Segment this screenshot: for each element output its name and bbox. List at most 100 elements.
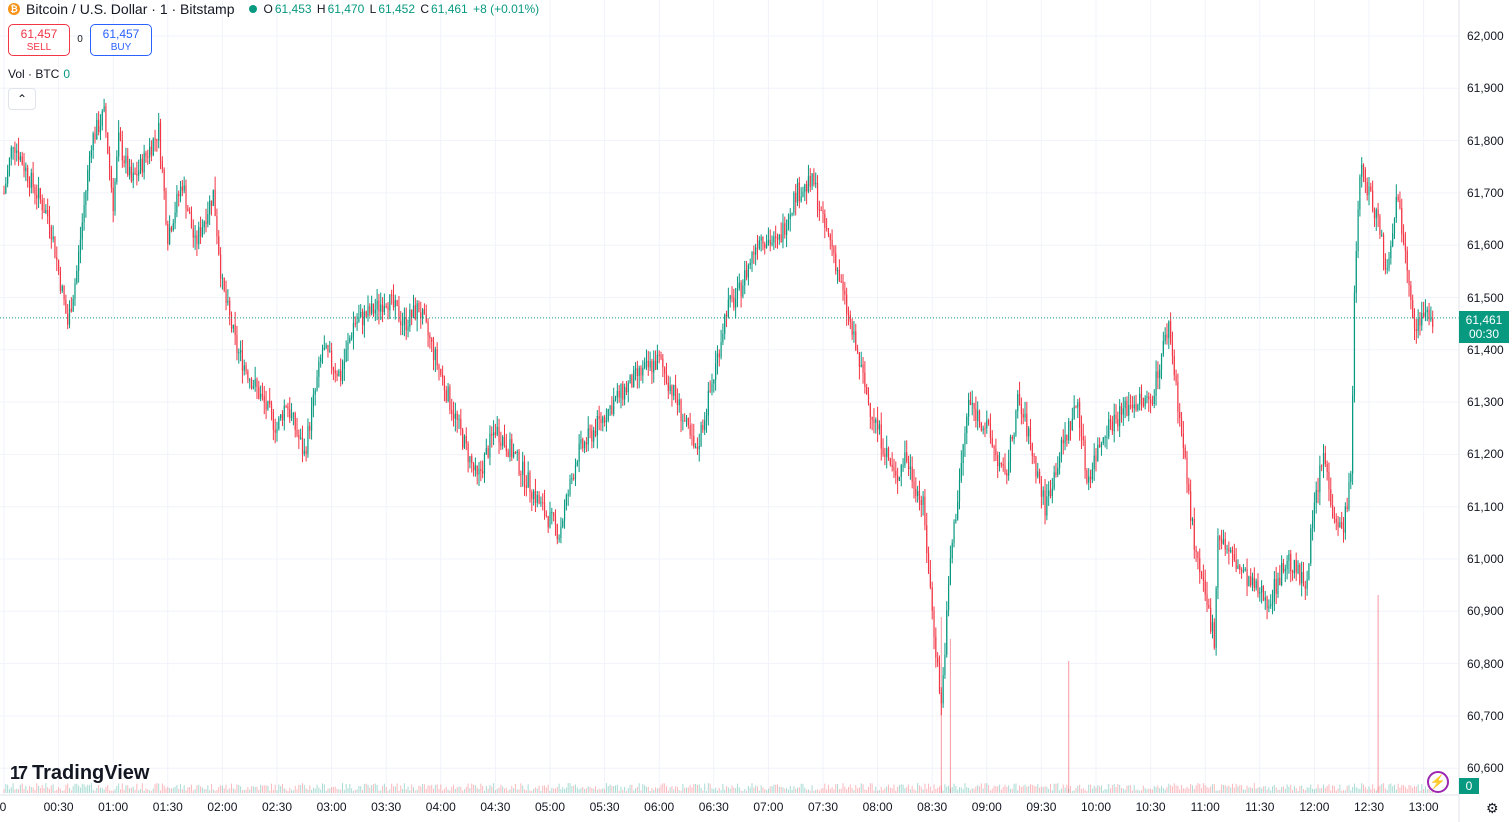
candle-body	[1159, 369, 1161, 378]
candle-body	[713, 379, 715, 384]
candle-body	[971, 402, 973, 405]
volume-bar	[489, 785, 491, 793]
candle-body	[1279, 577, 1281, 586]
volume-bar	[265, 785, 267, 793]
candle-body	[782, 223, 784, 243]
lightning-icon[interactable]: ⚡	[1427, 771, 1449, 793]
volume-bar	[667, 790, 669, 793]
time-axis-label: 03:30	[371, 800, 402, 814]
candle-body	[844, 290, 846, 295]
candle-body	[99, 125, 102, 133]
candle-body	[1419, 318, 1421, 326]
volume-bar	[811, 785, 813, 793]
candle-body	[432, 341, 435, 360]
candle-body	[1049, 490, 1052, 497]
candle-body	[301, 437, 304, 454]
candle-body	[917, 491, 919, 496]
candle-body	[722, 333, 724, 343]
gear-icon[interactable]: ⚙	[1486, 800, 1499, 816]
volume-bar	[733, 787, 735, 793]
candle-body	[1337, 522, 1339, 528]
candle-body	[1321, 465, 1323, 467]
candle-body	[45, 209, 47, 213]
candle-body	[502, 436, 504, 447]
candle-body	[846, 294, 848, 314]
volume-bar	[1421, 784, 1423, 793]
volume-bar	[247, 787, 249, 793]
volume-bar	[585, 788, 587, 793]
sell-button[interactable]: 61,457 SELL	[8, 24, 70, 56]
volume-bar	[312, 787, 314, 793]
volume-bar	[311, 789, 313, 793]
candle-body	[258, 387, 260, 399]
volume-bar	[363, 783, 365, 793]
candle-body	[16, 150, 18, 153]
volume-bar	[336, 788, 338, 793]
volume-bar	[134, 789, 136, 793]
candle-body	[256, 379, 258, 388]
candle-body	[673, 385, 675, 396]
volume-bar	[132, 786, 134, 793]
candle-body	[804, 184, 806, 192]
volume-bar	[636, 786, 638, 793]
volume-bar	[589, 787, 591, 793]
candle-body	[58, 260, 60, 272]
candle-body	[458, 418, 460, 420]
candle-body	[864, 372, 866, 387]
candle-body	[1315, 490, 1317, 503]
candle-body	[340, 370, 342, 381]
collapse-legend-button[interactable]: ⌃	[8, 88, 36, 110]
volume-bar	[507, 790, 509, 793]
volume-bar	[434, 784, 436, 793]
candle-body	[381, 304, 384, 313]
volume-bar	[746, 790, 748, 793]
candle-body	[649, 361, 651, 368]
candle-body	[634, 368, 637, 371]
symbol-title[interactable]: Bitcoin / U.S. Dollar · 1 · Bitstamp	[26, 1, 235, 17]
candle-body	[396, 300, 398, 306]
volume-bar	[928, 783, 930, 793]
volume-bar	[886, 786, 888, 793]
volume-bar	[32, 787, 34, 793]
time-axis-label: 09:30	[1026, 800, 1057, 814]
volume-bar	[52, 784, 54, 793]
time-axis-label: 01:00	[98, 800, 129, 814]
volume-bar	[352, 790, 354, 793]
volume-bar	[8, 789, 10, 793]
volume-bar	[898, 785, 900, 793]
candle-body	[143, 152, 145, 173]
candle-body	[276, 428, 278, 433]
buy-button[interactable]: 61,457 BUY	[90, 24, 152, 56]
candle-body	[1253, 577, 1255, 588]
volume-bar	[1157, 785, 1159, 793]
volume-bar	[303, 784, 305, 793]
volume-bar	[1199, 784, 1201, 793]
volume-bar	[1319, 788, 1321, 793]
candle-body	[190, 213, 193, 229]
candle-body	[689, 425, 691, 435]
volume-bar	[598, 788, 600, 793]
candle-body	[594, 430, 597, 436]
volume-bar	[396, 783, 398, 793]
volume-bar	[14, 789, 16, 793]
volume-bar	[69, 788, 71, 793]
volume-bar	[622, 789, 624, 793]
volume-bar	[314, 788, 316, 793]
candle-body	[1115, 414, 1117, 419]
candle-body	[500, 442, 502, 447]
candle-body	[1388, 258, 1390, 269]
time-axis-label: 04:30	[480, 800, 511, 814]
volume-bar	[791, 789, 793, 793]
tradingview-logo[interactable]: 17 TradingView	[10, 762, 149, 785]
volume-bar	[726, 785, 728, 793]
volume-bar	[944, 784, 946, 793]
volume-bar	[256, 786, 258, 793]
volume-legend[interactable]: Vol · BTC 0	[8, 67, 70, 81]
candle-body	[776, 237, 779, 240]
candle-body	[96, 119, 98, 140]
volume-bar	[689, 784, 691, 793]
volume-bar	[837, 784, 839, 793]
candle-body	[1200, 572, 1203, 578]
candle-body	[412, 305, 415, 318]
